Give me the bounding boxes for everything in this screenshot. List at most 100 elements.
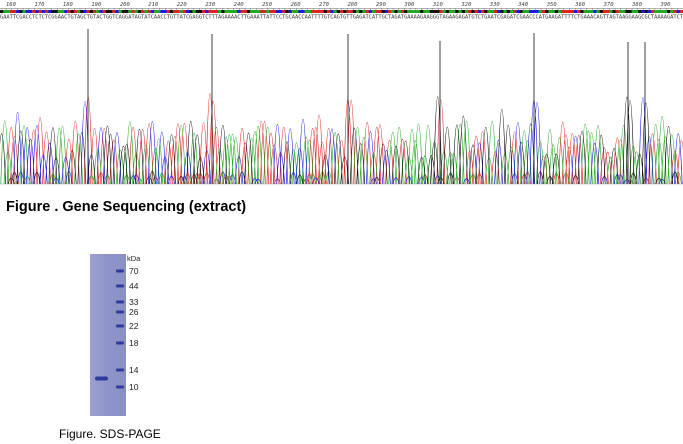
base-call-strip-cell	[67, 10, 71, 13]
base-call-strip-cell	[9, 10, 14, 13]
base-call-strip-cell	[224, 10, 228, 13]
base-call-strip-cell	[221, 10, 225, 13]
position-tick-label: 270	[319, 2, 330, 8]
position-tick-label: 280	[348, 2, 359, 8]
base-call-strip-cell	[230, 10, 235, 13]
base-call-strip-cell	[657, 10, 661, 13]
base-call-strip-cell	[525, 10, 530, 13]
base-call-strip-cell	[109, 10, 113, 13]
base-call-strip-cell	[564, 10, 568, 13]
base-call-strip-cell	[622, 10, 626, 13]
base-call-strip-cell	[336, 10, 341, 13]
base-call-strip-cell	[429, 10, 434, 13]
base-call-strip-cell	[673, 10, 677, 13]
base-call-strip-cell	[570, 10, 575, 13]
base-call-strip-cell	[51, 10, 55, 13]
base-call-strip-cell	[269, 10, 273, 13]
base-call-strip-cell	[307, 10, 312, 13]
base-call-strip-cell	[157, 10, 161, 13]
base-call-strip-cell	[522, 10, 527, 13]
base-call-strip-cell	[314, 10, 318, 13]
base-call-strip-cell	[343, 10, 347, 13]
position-tick-label: 250	[262, 2, 273, 8]
base-call-strip-cell	[497, 10, 501, 13]
base-call-strip-cell	[371, 10, 376, 13]
base-call-strip-cell	[137, 10, 142, 13]
position-tick-label: 240	[234, 2, 245, 8]
position-tick-label: 220	[177, 2, 188, 8]
base-call-strip-cell	[602, 10, 607, 13]
marker-band	[116, 300, 124, 304]
marker-band	[116, 310, 124, 314]
base-call-strip-cell	[493, 10, 498, 13]
base-call-strip-cell	[384, 10, 389, 13]
base-call-strip-cell	[612, 10, 616, 13]
base-call-strip-cell	[586, 10, 591, 13]
base-call-strip-cell	[580, 10, 584, 13]
base-call-strip-cell	[185, 10, 190, 13]
base-call-strip-cell	[461, 10, 466, 13]
base-call-strip-cell	[198, 10, 203, 13]
base-call-strip-cell	[679, 10, 683, 13]
base-call-strip-cell	[471, 10, 475, 13]
base-call-strip-cell	[615, 10, 620, 13]
base-call-strip-cell	[516, 10, 520, 13]
base-call-strip-cell	[131, 10, 135, 13]
base-call-strip-cell	[70, 10, 74, 13]
base-call-strip-cell	[606, 10, 610, 13]
base-call-strip-cell	[660, 10, 664, 13]
base-call-strip-cell	[625, 10, 629, 13]
base-call-strip-cell	[423, 10, 427, 13]
base-call-strip-cell	[362, 10, 366, 13]
base-call-strip-cell	[173, 10, 177, 13]
base-call-strip-cell	[227, 10, 232, 13]
marker-label: 33	[129, 297, 139, 307]
molecular-weight-unit: kDa	[127, 254, 141, 263]
position-tick-label: 350	[546, 2, 558, 8]
marker-band	[116, 284, 124, 288]
sds-page-caption: Figure. SDS-PAGE	[59, 427, 161, 441]
base-call-strip-cell	[484, 10, 488, 13]
base-call-strip-cell	[189, 10, 193, 13]
base-call-strip-cell	[35, 10, 39, 13]
base-call-strip-cell	[205, 10, 209, 13]
base-call-strip-cell	[275, 10, 280, 13]
base-call-strip-cell	[666, 10, 671, 13]
base-call-strip-cell	[128, 10, 132, 13]
base-call-strip-cell	[22, 10, 26, 13]
base-call-strip-cell	[394, 10, 398, 13]
base-call-strip-cell	[365, 10, 369, 13]
marker-label: 22	[129, 321, 139, 331]
base-call-strip-cell	[583, 10, 588, 13]
base-call-strip-cell	[169, 10, 174, 13]
base-call-strip-cell	[16, 10, 20, 13]
base-call-strip-cell	[112, 10, 116, 13]
base-call-strip-cell	[105, 10, 110, 13]
base-call-strip-cell	[378, 10, 382, 13]
base-call-strip-cell	[426, 10, 430, 13]
base-call-strip-cell	[285, 10, 289, 13]
position-tick-label: 300	[403, 2, 415, 8]
base-call-strip-cell	[535, 10, 539, 13]
base-call-strip-cell	[513, 10, 517, 13]
base-call-strip-cell	[76, 10, 81, 13]
base-call-strip-cell	[266, 10, 270, 13]
position-tick-label: 290	[376, 2, 387, 8]
position-tick-label: 340	[517, 2, 529, 8]
base-call-strip-cell	[641, 10, 645, 13]
base-call-strip-cell	[234, 10, 238, 13]
base-call-strip-cell	[147, 10, 151, 13]
base-call-strip-cell	[474, 10, 478, 13]
base-call-strip-cell	[557, 10, 562, 13]
base-call-strip-cell	[259, 10, 264, 13]
base-call-strip-cell	[381, 10, 385, 13]
base-call-strip-cell	[468, 10, 472, 13]
base-call-strip-cell	[346, 10, 350, 13]
base-call-strip-cell	[41, 10, 46, 13]
base-call-strip-cell	[176, 10, 180, 13]
marker-label: 18	[129, 338, 139, 348]
base-call-strip-cell	[349, 10, 353, 13]
base-call-strip-cell	[295, 10, 299, 13]
base-call-strip-cell	[118, 10, 123, 13]
base-call-strip-cell	[352, 10, 357, 13]
